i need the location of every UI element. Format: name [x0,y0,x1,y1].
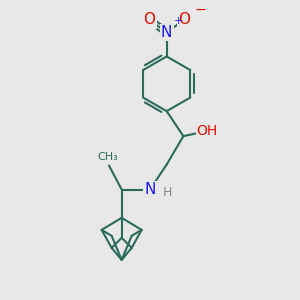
Text: OH: OH [197,124,218,138]
Text: N: N [144,182,156,197]
Text: N: N [161,25,172,40]
Text: O: O [143,12,155,27]
Text: H: H [163,185,172,199]
Text: +: + [173,16,183,26]
Text: O: O [178,12,190,27]
Text: −: − [195,3,206,17]
Text: CH₃: CH₃ [97,152,118,162]
